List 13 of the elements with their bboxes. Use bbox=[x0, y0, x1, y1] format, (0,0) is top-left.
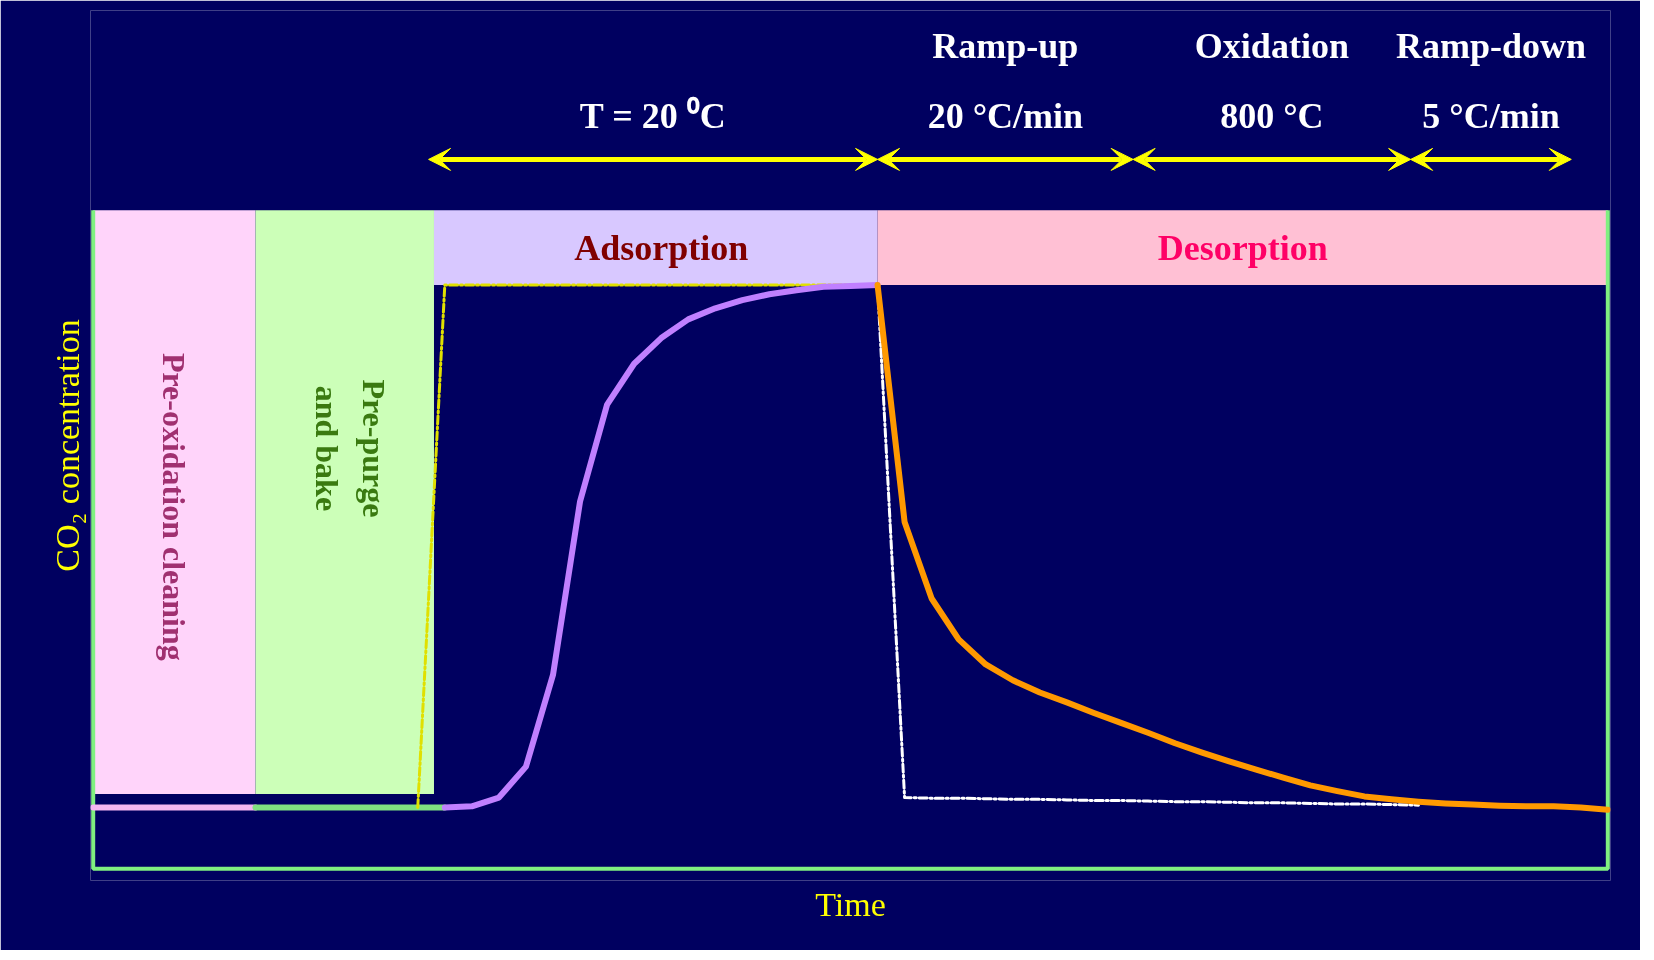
text: 800 °C bbox=[1220, 95, 1324, 136]
text: Desorption bbox=[1157, 227, 1328, 268]
text: 5 °C/min bbox=[1422, 95, 1560, 136]
annotation: Pre-purge and bake bbox=[308, 379, 392, 518]
y-axis-title: CO₂ concentration bbox=[48, 319, 86, 572]
text: 20 °C/min bbox=[927, 95, 1084, 136]
text: Oxidation bbox=[1194, 25, 1349, 66]
text: T = 20 ⁰C bbox=[579, 95, 726, 136]
text: Adsorption bbox=[574, 227, 749, 268]
text: Ramp-up bbox=[932, 25, 1079, 66]
text: Ramp-down bbox=[1395, 25, 1586, 66]
x-axis-title: Time bbox=[815, 885, 886, 923]
annotation: Pre-oxidation cleaning bbox=[156, 352, 193, 661]
